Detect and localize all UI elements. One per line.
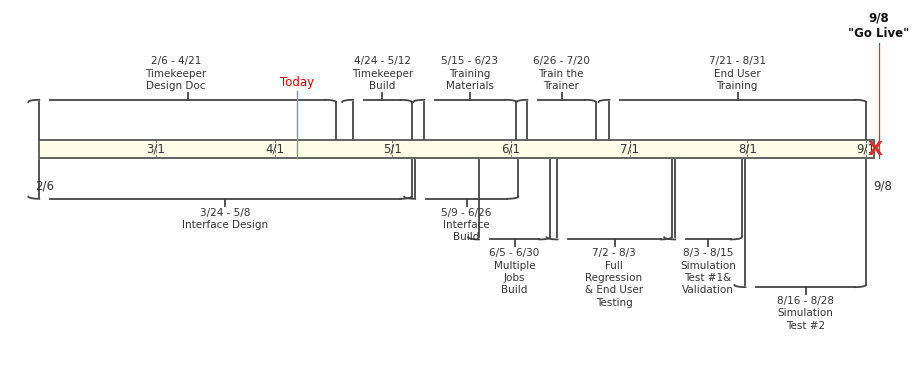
Text: 8/3 - 8/15
Simulation
Test #1&
Validation: 8/3 - 8/15 Simulation Test #1& Validatio… (679, 248, 735, 296)
Text: 5/15 - 6/23
Training
Materials: 5/15 - 6/23 Training Materials (441, 56, 498, 91)
Text: X: X (867, 140, 881, 159)
Text: 7/21 - 8/31
End User
Training: 7/21 - 8/31 End User Training (708, 56, 765, 91)
Text: 2/6 - 4/21
Timekeeper
Design Doc: 2/6 - 4/21 Timekeeper Design Doc (145, 56, 207, 91)
Text: 3/1: 3/1 (146, 143, 165, 156)
Text: 7/2 - 8/3
Full
Regression
& End User
Testing: 7/2 - 8/3 Full Regression & End User Tes… (584, 248, 642, 308)
Text: 9/8: 9/8 (873, 179, 891, 192)
Text: 6/1: 6/1 (501, 143, 520, 156)
Text: 4/24 - 5/12
Timekeeper
Build: 4/24 - 5/12 Timekeeper Build (351, 56, 413, 91)
Text: 9/8
"Go Live": 9/8 "Go Live" (847, 12, 908, 40)
Text: 5/1: 5/1 (382, 143, 402, 156)
Text: 2/6: 2/6 (35, 179, 53, 192)
Text: 7/1: 7/1 (619, 143, 639, 156)
Text: Today: Today (280, 76, 314, 89)
Text: 3/24 - 5/8
Interface Design: 3/24 - 5/8 Interface Design (182, 208, 268, 230)
Text: 9/1: 9/1 (856, 143, 874, 156)
Text: 6/26 - 7/20
Train the
Trainer: 6/26 - 7/20 Train the Trainer (532, 56, 589, 91)
Text: 5/9 - 6/26
Interface
Build: 5/9 - 6/26 Interface Build (440, 208, 491, 242)
Text: 8/1: 8/1 (737, 143, 755, 156)
Text: 8/16 - 8/28
Simulation
Test #2: 8/16 - 8/28 Simulation Test #2 (777, 296, 834, 331)
Text: 4/1: 4/1 (265, 143, 284, 156)
FancyBboxPatch shape (40, 141, 873, 158)
Text: 6/5 - 6/30
Multiple
Jobs
Build: 6/5 - 6/30 Multiple Jobs Build (489, 248, 539, 296)
